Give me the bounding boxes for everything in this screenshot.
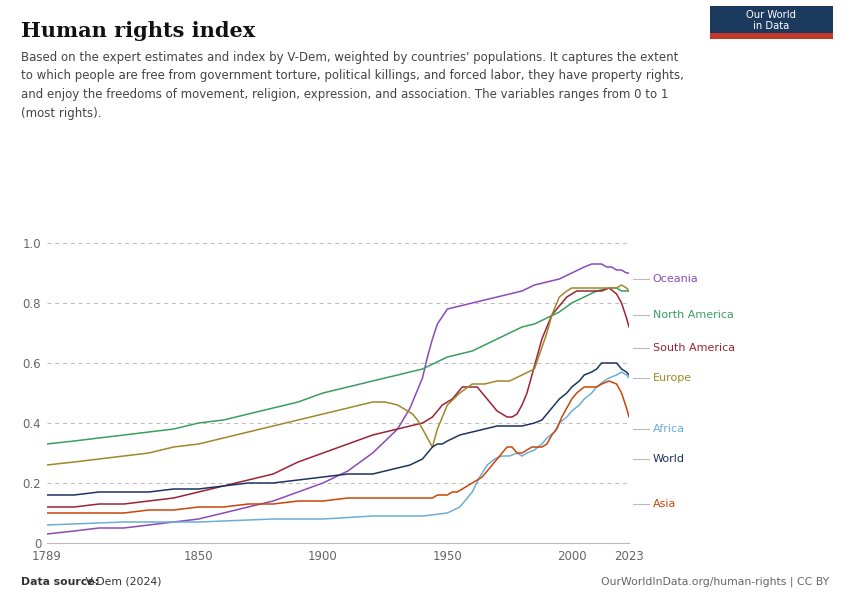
Text: OurWorldInData.org/human-rights | CC BY: OurWorldInData.org/human-rights | CC BY [601, 576, 829, 587]
Text: Human rights index: Human rights index [21, 21, 256, 41]
Text: Asia: Asia [653, 499, 677, 509]
Text: Africa: Africa [653, 424, 685, 434]
Text: Data source:: Data source: [21, 577, 99, 587]
Text: Europe: Europe [653, 373, 692, 383]
Text: Oceania: Oceania [653, 274, 699, 284]
Text: World: World [653, 454, 685, 464]
Text: South America: South America [653, 343, 735, 353]
Text: in Data: in Data [753, 22, 790, 31]
Text: Our World: Our World [746, 10, 796, 20]
Text: Based on the expert estimates and index by V-Dem, weighted by countries' populat: Based on the expert estimates and index … [21, 51, 684, 119]
Text: V-Dem (2024): V-Dem (2024) [82, 577, 162, 587]
Text: North America: North America [653, 310, 734, 320]
